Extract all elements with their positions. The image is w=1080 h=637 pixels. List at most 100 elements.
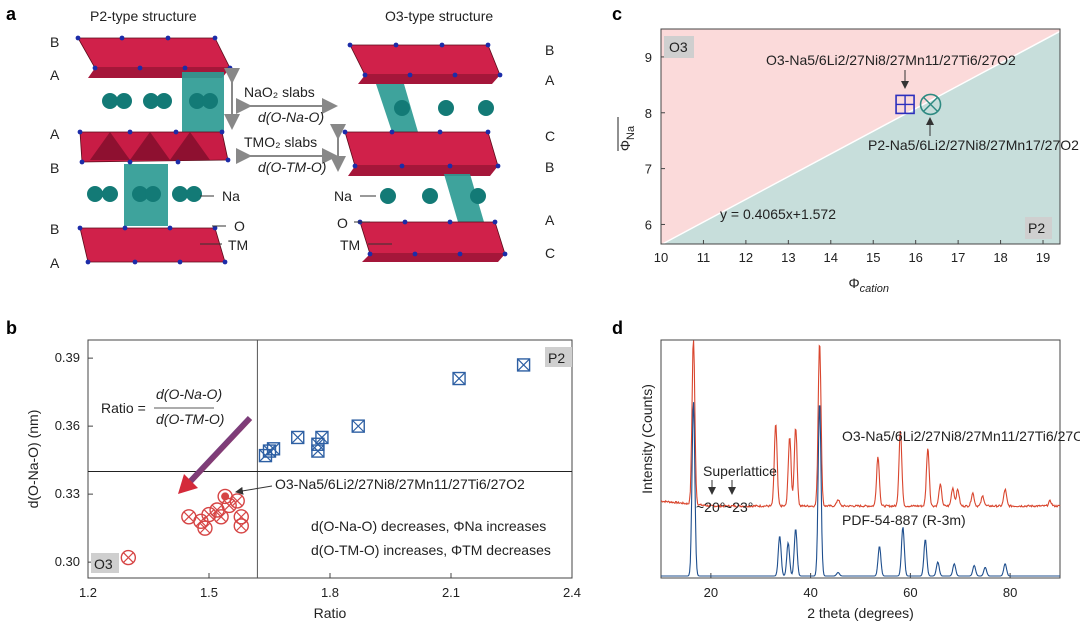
chart-b-point-p2-4 [311, 444, 325, 458]
chart-b-point-p2-7 [351, 419, 365, 433]
chart-b-ytick-label-2: 0.36 [55, 418, 80, 433]
superlattice-label: Superlattice [703, 463, 777, 479]
chart-b-ytick-label-3: 0.39 [55, 350, 80, 365]
chart-c-xtick-label-1: 11 [697, 250, 711, 265]
angle-1-label: ~20° [696, 499, 725, 515]
chart-b-point-o3-0 [120, 549, 137, 566]
chart-b-xtick-label-0: 1.2 [79, 585, 97, 600]
chart-c: 10 11 12 13 14 15 16 17 18 19 6 7 8 9 Φcation ΦNa [617, 28, 1061, 295]
chart-c-ytick-label-2: 8 [645, 106, 652, 121]
o3-slab-2 [344, 131, 499, 167]
chart-b: 1.2 1.5 1.8 2.1 2.4 0.30 0.33 0.36 0.39 Ratio d(O-… [25, 339, 581, 621]
chart-d-xtick-label-3: 80 [1003, 585, 1017, 600]
p2-layer-2: A [50, 67, 60, 83]
o3-slab-1-side [358, 75, 500, 84]
trend-arrow-shaft [183, 415, 253, 489]
chart-b-point-o3-4 [201, 506, 217, 523]
chart-c-ytick-label-1: 7 [645, 162, 652, 177]
chart-b-point-target-0 [217, 488, 233, 505]
chart-b-point-o3-7 [221, 497, 237, 514]
o3-tm-label: TM [340, 237, 360, 253]
ratio-denominator: d(O-TM-O) [156, 411, 224, 427]
b-o3-tag: O3 [94, 556, 113, 572]
panel-d-letter: d [612, 318, 623, 338]
c-equation: y = 0.4065x+1.572 [720, 206, 836, 222]
b-note-2: d(O-TM-O) increases, ΦTM decreases [311, 542, 551, 558]
chart-c-boundary-line [660, 30, 1061, 246]
chart-d-annotations: Superlattice ~20° ~23° O3-Na5/6Li2/27Ni8… [696, 428, 1080, 528]
p2-sodium-atoms [87, 93, 218, 202]
nao2-d-label: d(O-Na-O) [258, 109, 324, 125]
c-p2-compound: P2-Na5/6Li2/27Ni8/27Mn17/27O2 [868, 137, 1079, 153]
chart-b-point-o3-6 [213, 509, 229, 525]
panel-c-letter: c [612, 4, 622, 24]
b-p2-tag: P2 [548, 350, 565, 366]
p2-layer-4: B [50, 160, 59, 176]
b-o3-tag-bg [91, 553, 119, 573]
chart-b-point-p2-9 [516, 358, 531, 372]
chart-c-xtick-label-0: 10 [654, 250, 668, 265]
chart-b-annotations: Ratio = d(O-Na-O) d(O-TM-O) O3-Na5/6Li2/… [91, 347, 572, 573]
chart-c-xtick-label-4: 14 [824, 250, 838, 265]
o3-slab-3-side [362, 254, 505, 262]
o3-layer-3: C [545, 128, 555, 144]
chart-c-point-p2 [919, 93, 942, 116]
p2-layer-letters: B A A B B A [50, 34, 60, 271]
chart-c-annotations: O3 P2 O3-Na5/6Li2/27Ni8/27Mn11/27Ti6/27O… [664, 36, 1079, 239]
p2-octa-1 [90, 132, 130, 160]
tmo2-slab-label: TMO₂ slabs [244, 134, 317, 150]
o3-na-label: Na [334, 188, 352, 204]
chart-b-xtick-label-3: 2.1 [442, 585, 460, 600]
chart-b-point-p2-6 [315, 430, 329, 445]
chart-d: 20 40 60 80 2 theta (degrees) Intensity (Coun… [639, 339, 1061, 621]
chart-b-xtick-label-1: 1.5 [200, 585, 218, 600]
chart-c-point-o3 [895, 94, 915, 115]
c-o3-tag: O3 [669, 39, 688, 55]
chart-d-xtick-label-2: 60 [903, 585, 917, 600]
chart-d-reference-pattern [661, 402, 1060, 577]
chart-b-point-p2-5 [311, 437, 325, 451]
p2-layer-5: B [50, 221, 59, 237]
o3-structure-title: O3-type structure [385, 8, 493, 24]
p2-octa-3 [170, 132, 210, 160]
p2-structure-illustration [75, 35, 233, 265]
o3-o-label: O [337, 215, 348, 231]
chart-c-xtick-label-2: 12 [739, 250, 753, 265]
p2-na-label: Na [222, 188, 240, 204]
chart-d-ylabel: Intensity (Counts) [639, 384, 655, 494]
o3-layer-5: A [545, 212, 555, 228]
b-compound-label: O3-Na5/6Li2/27Ni8/27Mn11/27Ti6/27O2 [275, 476, 525, 492]
o3-layer-6: C [545, 245, 555, 261]
chart-d-frame [660, 339, 1061, 579]
chart-b-xlabel: Ratio [314, 605, 347, 621]
chart-b-point-o3-3 [197, 520, 213, 536]
chart-c-xtick-label-3: 13 [781, 250, 795, 265]
chart-b-ytick-label-1: 0.33 [55, 486, 80, 501]
chart-b-ytick-label-0: 0.30 [55, 554, 80, 569]
panel-b-letter: b [6, 318, 17, 338]
o3-sodium-atoms [380, 100, 494, 204]
p2-tm-label: TM [228, 237, 248, 253]
chart-c-xtick-label-7: 17 [951, 250, 965, 265]
o3-layer-4: B [545, 159, 554, 175]
chart-c-xtick-label-8: 18 [993, 250, 1007, 265]
p2-tmo2-slab-bottom [79, 227, 226, 263]
chart-d-sample-pattern [660, 340, 1061, 509]
o3-layer-letters: B A C B A C [545, 42, 555, 261]
o3-structure-illustration [342, 42, 508, 262]
chart-d-xlabel: 2 theta (degrees) [807, 605, 914, 621]
chart-b-xtick-label-4: 2.4 [563, 585, 581, 600]
b-p2-tag-bg [545, 347, 572, 367]
o3-slab-1 [349, 44, 501, 76]
c-p2-tag-bg [1025, 217, 1052, 239]
chart-b-point-p2-2 [266, 442, 281, 456]
p2-o-label: O [234, 218, 245, 234]
panel-a-letter: a [6, 4, 17, 24]
p2-octa-2 [130, 132, 170, 160]
ratio-numerator: d(O-Na-O) [156, 386, 222, 402]
tmo2-d-label: d(O-TM-O) [258, 159, 326, 175]
o3-nao2-octa-2 [444, 174, 484, 222]
c-o3-compound: O3-Na5/6Li2/27Ni8/27Mn11/27Ti6/27O2 [766, 52, 1016, 68]
trend-arrow-head [178, 474, 198, 494]
p2-layer-1: B [50, 34, 59, 50]
